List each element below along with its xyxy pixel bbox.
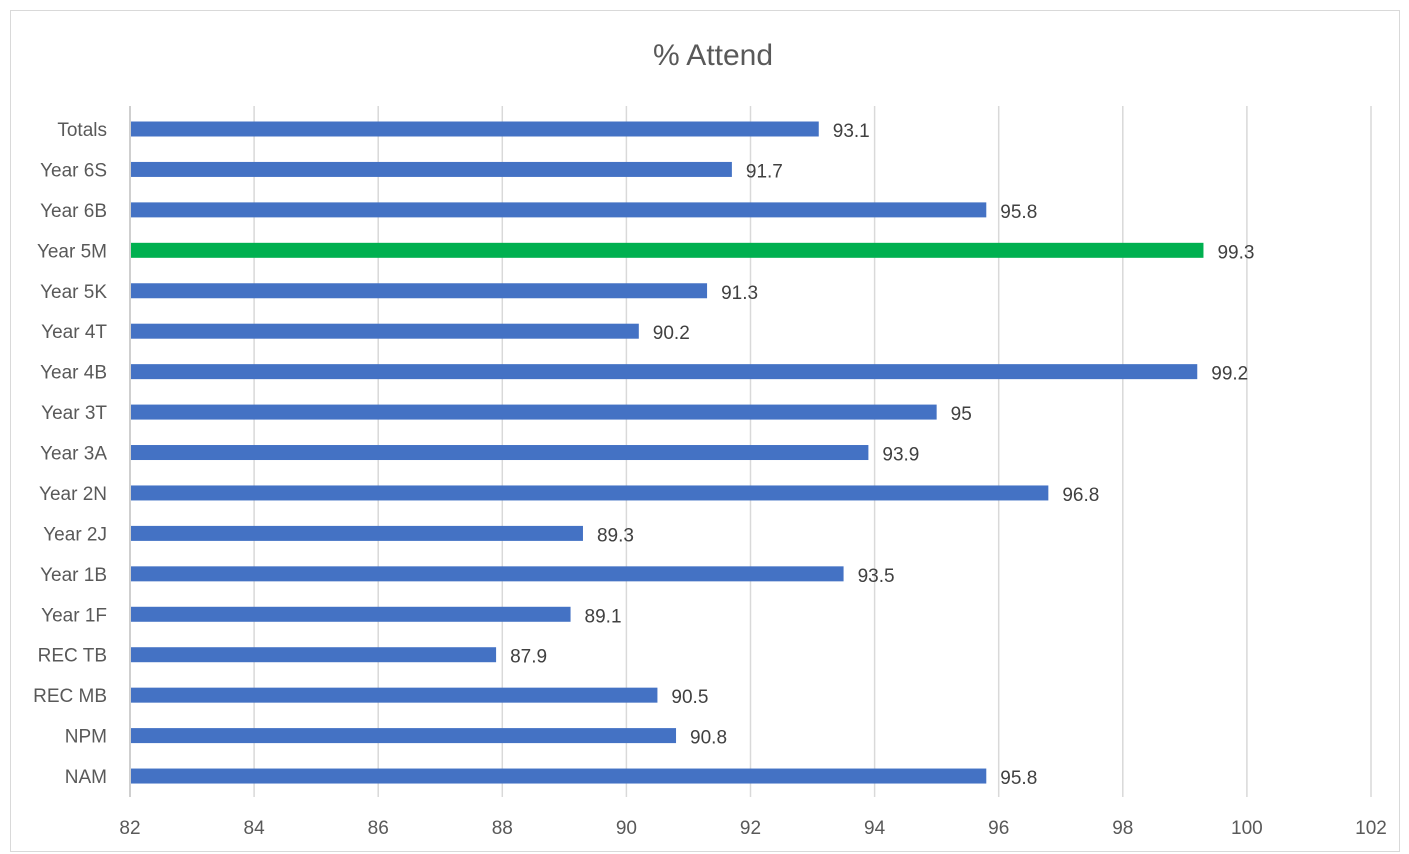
bar: [131, 364, 1198, 380]
category-label: Year 4B: [40, 363, 107, 384]
bar: [131, 242, 1204, 258]
category-label: Year 1B: [40, 565, 107, 586]
category-label: Year 5K: [40, 282, 107, 303]
bar: [131, 161, 732, 177]
value-label: 99.3: [1217, 242, 1254, 263]
bar: [131, 647, 497, 663]
bar: [131, 323, 639, 339]
x-tick-label: 96: [988, 818, 1009, 839]
value-label: 90.8: [690, 728, 727, 749]
bars: [131, 121, 1204, 784]
category-label: Year 1F: [41, 605, 107, 626]
x-tick-label: 88: [492, 818, 513, 839]
category-label: Year 5M: [37, 241, 107, 262]
value-labels: 93.1 91.7 95.8 99.3 91.3 90.2 99.2 95 93.9 96.8 89…: [510, 121, 1254, 789]
category-label: Year 3T: [41, 403, 107, 424]
category-label: REC TB: [38, 646, 107, 667]
bar: [131, 728, 677, 744]
category-label: Year 2N: [39, 484, 107, 505]
x-tick-label: 84: [244, 818, 266, 839]
value-label: 91.3: [721, 283, 758, 304]
bar: [131, 202, 987, 218]
bar: [131, 687, 658, 703]
value-label: 90.2: [653, 323, 690, 344]
x-tick-label: 102: [1355, 818, 1387, 839]
x-tick-label: 90: [616, 818, 637, 839]
category-label: Year 6S: [40, 160, 107, 181]
bar: [131, 566, 844, 582]
category-label: Year 2J: [43, 524, 107, 545]
x-tick-label: 86: [368, 818, 389, 839]
bar: [131, 768, 987, 784]
category-labels: Totals Year 6S Year 6B Year 5M Year 5K Year 4…: [33, 120, 107, 788]
value-label: 93.9: [882, 445, 919, 466]
gridlines: [129, 106, 1372, 797]
chart-title: % Attend: [653, 39, 773, 72]
value-label: 89.3: [597, 525, 634, 546]
category-label: Totals: [57, 120, 107, 141]
value-label: 93.1: [833, 121, 870, 142]
value-label: 95: [951, 404, 972, 425]
bar: [131, 404, 937, 420]
category-label: REC MB: [33, 686, 107, 707]
category-label: Year 6B: [40, 201, 107, 222]
bar: [131, 121, 819, 137]
value-label: 99.2: [1211, 364, 1248, 385]
value-label: 87.9: [510, 647, 547, 668]
x-tick-label: 82: [119, 818, 140, 839]
value-label: 96.8: [1062, 485, 1099, 506]
category-label: NAM: [65, 767, 107, 788]
value-label: 93.5: [858, 566, 895, 587]
value-label: 89.1: [585, 606, 622, 627]
bar: [131, 445, 869, 461]
x-tick-label: 94: [864, 818, 886, 839]
chart-frame: [10, 10, 1400, 852]
value-label: 95.8: [1000, 768, 1037, 789]
category-label: Year 4T: [41, 322, 107, 343]
x-tick-label: 92: [740, 818, 761, 839]
category-label: NPM: [65, 727, 107, 748]
bar: [131, 283, 708, 299]
x-tick-label: 100: [1231, 818, 1263, 839]
category-label: Year 3A: [40, 444, 107, 465]
value-label: 95.8: [1000, 202, 1037, 223]
bar: [131, 525, 583, 541]
x-axis-tick-labels: 82 84 86 88 90 92 94 96 98 100 102: [119, 818, 1386, 839]
x-tick-label: 98: [1112, 818, 1133, 839]
bar: [131, 606, 571, 622]
bar: [131, 485, 1049, 501]
value-label: 91.7: [746, 161, 783, 182]
value-label: 90.5: [671, 687, 708, 708]
